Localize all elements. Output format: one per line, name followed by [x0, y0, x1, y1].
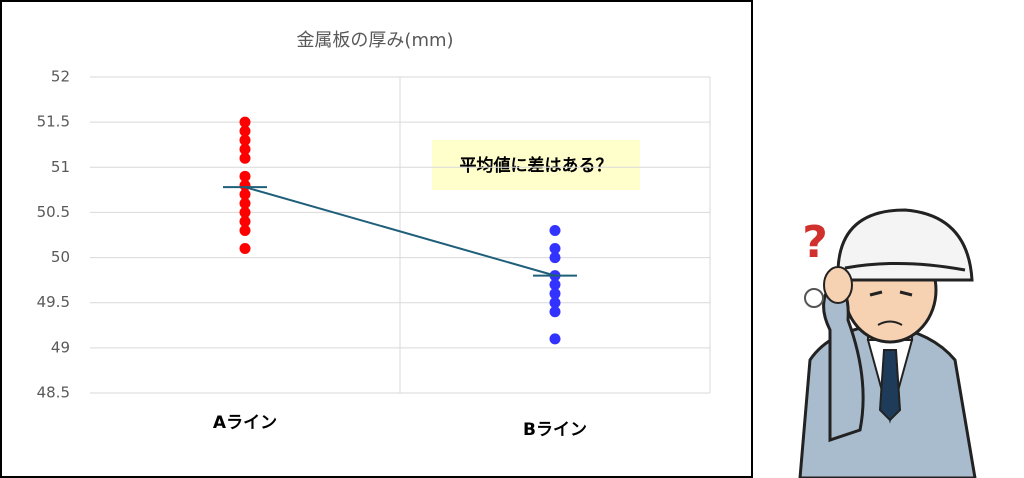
annotation-box [432, 140, 640, 190]
data-point [549, 252, 561, 264]
y-tick-label: 49.5 [37, 293, 70, 311]
data-point [239, 215, 251, 227]
data-point [239, 134, 251, 146]
x-tick-label: Bライン [523, 420, 587, 440]
data-point [239, 243, 251, 255]
y-tick-label: 51 [51, 158, 70, 176]
data-point [549, 243, 561, 255]
x-tick-label: Aライン [213, 413, 277, 433]
data-point [239, 143, 251, 155]
data-point [239, 206, 251, 218]
worker-illustration: ? [798, 208, 977, 478]
y-tick-label: 52 [51, 68, 70, 86]
chart-title: 金属板の厚み(mm) [296, 30, 453, 51]
data-point [549, 333, 561, 345]
data-point [239, 197, 251, 209]
chart-frame [0, 0, 753, 478]
data-point [549, 224, 561, 236]
hand [823, 266, 853, 304]
question-mark: ? [802, 217, 828, 268]
tie [878, 349, 902, 422]
data-point [549, 279, 561, 291]
data-point [239, 125, 251, 137]
data-point [239, 224, 251, 236]
mean-line [244, 186, 556, 277]
arm [822, 278, 865, 443]
data-point [239, 152, 251, 164]
data-point [549, 306, 561, 318]
helmet-brim [844, 261, 966, 272]
data-point [239, 116, 251, 128]
mouth [877, 320, 903, 326]
data-point [239, 170, 251, 182]
y-tick-label: 48.5 [37, 384, 70, 402]
data-point [239, 188, 251, 200]
data-point [549, 297, 561, 309]
y-tick-label: 50.5 [37, 203, 70, 221]
puff [804, 288, 824, 308]
helmet [836, 208, 974, 282]
data-point [549, 288, 561, 300]
y-tick-label: 51.5 [37, 113, 70, 131]
eyes [869, 290, 913, 297]
y-tick-label: 50 [51, 248, 70, 266]
annotation: 平均値に差はある？ [460, 155, 613, 176]
y-tick-label: 49 [51, 338, 70, 356]
